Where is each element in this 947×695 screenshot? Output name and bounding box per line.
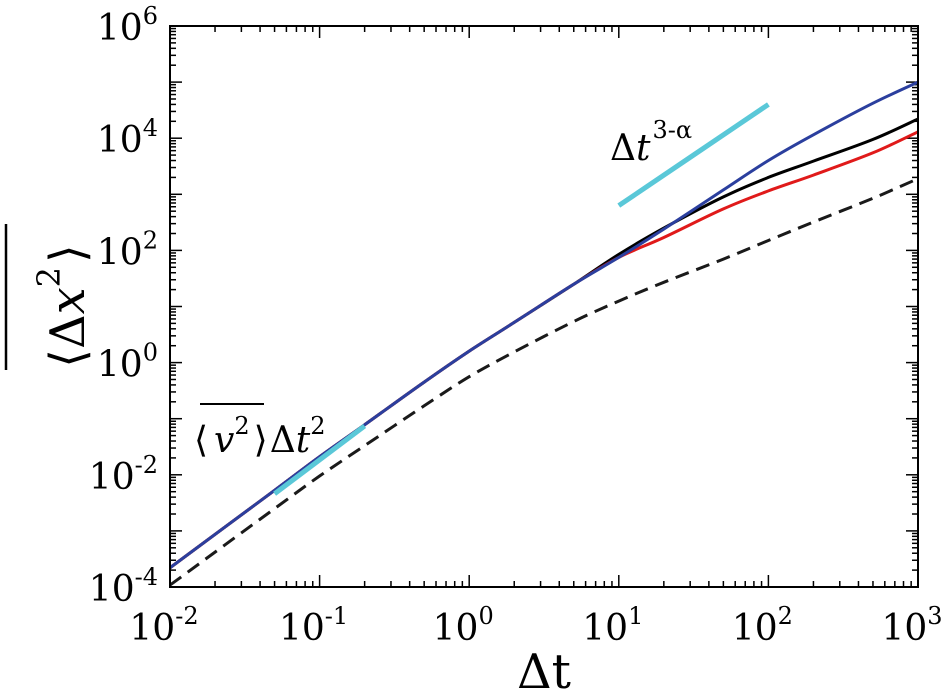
annotation-ballistic-v-exp: 2 [234,412,249,440]
annotation-superdiffusive-t-exp: 3-α [652,116,692,144]
y-tick-label: 102 [97,226,158,273]
y-tick-labels: 10-4 10-2 100 102 104 106 [89,2,158,610]
y-axis-label-open: ⟨ [40,349,96,368]
y-axis-label-close: ⟩ [40,244,96,263]
annotation-ballistic-open: ⟨ [194,420,208,461]
y-tick-label: 100 [97,339,158,386]
series-line-0 [170,177,918,587]
annotation-ballistic-delta: Δ [270,420,296,461]
annotation-ballistic: ⟨ v2 ⟩Δt2 [194,403,325,461]
annotation-ballistic-close: ⟩ [254,420,268,461]
annotation-ballistic-t-exp: 2 [310,412,325,440]
x-axis-label-delta: Δt [517,644,571,695]
x-tick-label: 100 [433,602,494,649]
series-line-4 [273,424,367,496]
y-axis-label-exp: 2 [30,267,68,287]
x-tick-label: 10-2 [129,602,198,649]
y-axis-label: ⟨Δx2 ⟩ [4,224,96,370]
x-tick-labels: 10-2 10-1 100 101 102 103 [129,602,942,649]
annotation-ballistic-t: t [296,420,311,461]
svg-text:Δt3-α: Δt3-α [610,116,692,169]
svg-text:⟨Δx2⟩: ⟨Δx2 ⟩ [30,244,96,368]
series-group [170,80,918,587]
x-axis-label: Δt [517,644,571,695]
y-axis-label-delta: Δ [40,314,96,349]
annotation-superdiffusive-t: t [636,128,651,169]
svg-text:⟨v2⟩Δt2: ⟨ v2 ⟩Δt2 [194,412,325,461]
x-tick-label: 102 [732,602,793,649]
y-tick-label: 10-4 [89,563,158,610]
annotation-superdiffusive: Δt3-α [610,116,692,169]
x-tick-label: 10-1 [279,602,348,649]
y-axis-label-var: x [40,287,96,314]
series-line-3 [170,80,918,570]
y-tick-label: 106 [97,2,158,49]
annotation-superdiffusive-delta: Δ [610,128,636,169]
y-tick-label: 104 [97,114,158,161]
x-tick-label: 101 [582,602,643,649]
x-tick-label: 103 [881,602,942,649]
series-line-1 [170,117,918,570]
plot-frame [169,25,919,588]
y-tick-label: 10-2 [89,451,158,498]
annotation-ballistic-v: v [214,420,234,461]
series-line-5 [617,102,770,208]
